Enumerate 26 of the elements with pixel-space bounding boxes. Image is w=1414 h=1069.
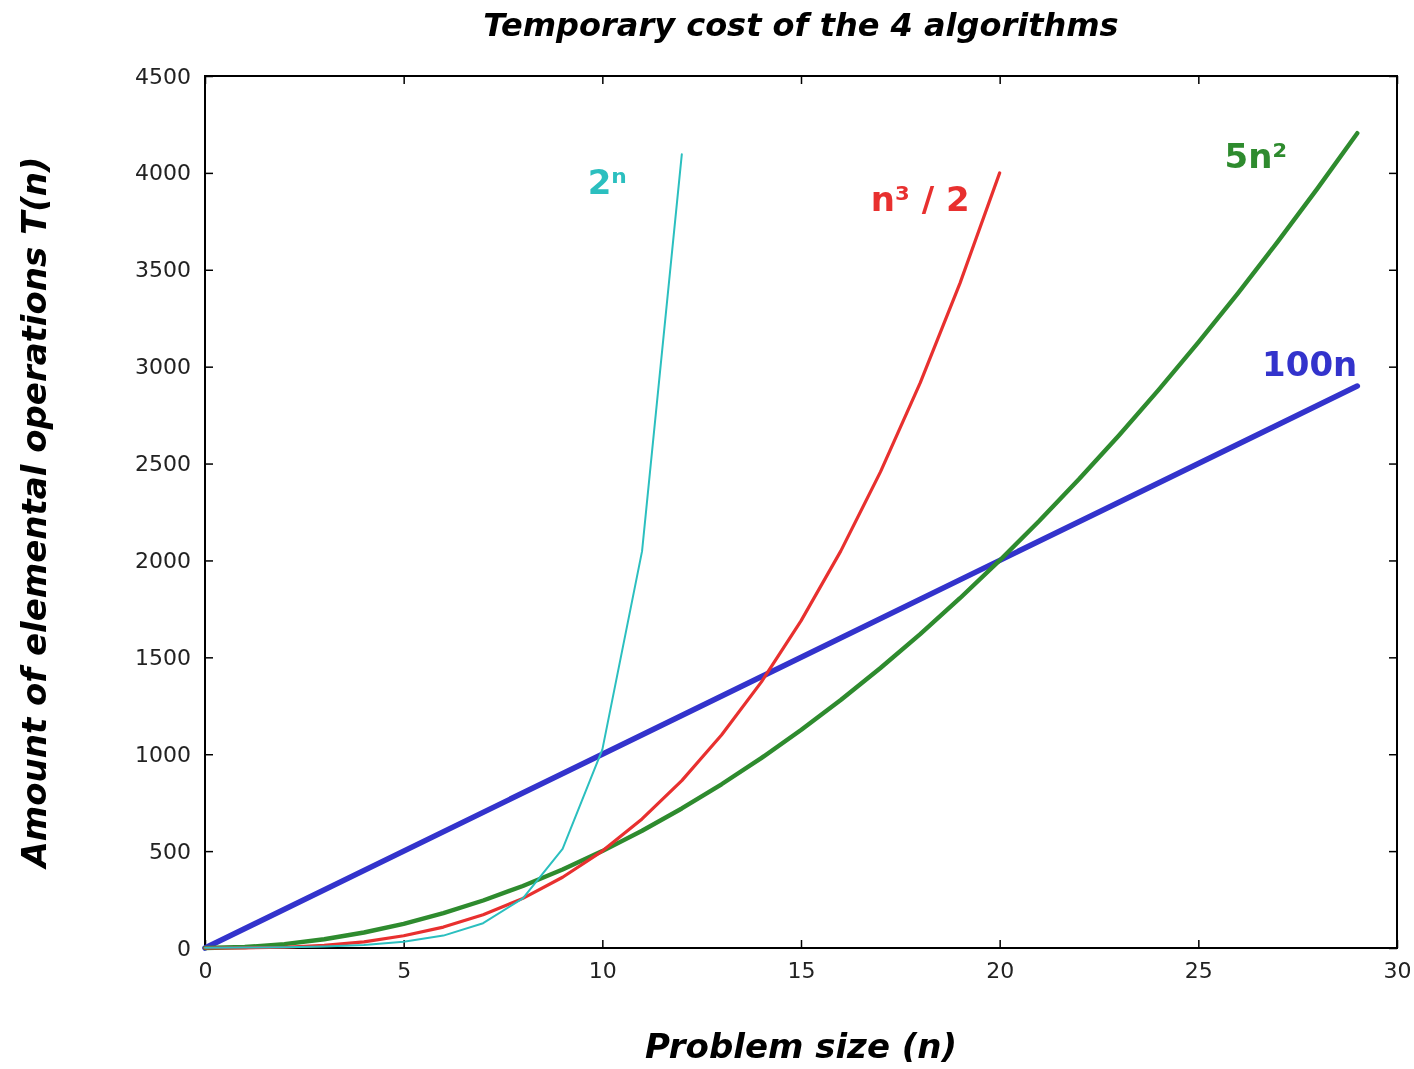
y-axis-title: Amount of elemental operations T(n) <box>14 156 54 871</box>
x-tick-label: 15 <box>787 957 816 983</box>
y-tick-label: 3000 <box>135 354 191 380</box>
series-label: 5n² <box>1224 136 1288 177</box>
y-tick-label: 1000 <box>135 741 191 767</box>
x-tick-label: 25 <box>1184 957 1213 983</box>
y-tick-label: 1500 <box>135 644 191 670</box>
x-tick-label: 20 <box>986 957 1015 983</box>
series-label: n³ / 2 <box>870 178 970 219</box>
x-tick-label: 30 <box>1383 957 1412 983</box>
y-tick-label: 2500 <box>135 451 191 477</box>
line-series <box>204 153 683 949</box>
y-tick-label: 0 <box>177 935 191 961</box>
x-tick-label: 0 <box>198 957 213 983</box>
x-axis-title: Problem size (n) <box>644 1026 958 1066</box>
y-tick-label: 2000 <box>135 547 191 573</box>
y-tick-label: 4500 <box>135 63 191 89</box>
series-label: 100n <box>1262 344 1358 385</box>
x-tick-label: 5 <box>397 957 412 983</box>
x-tick-label: 10 <box>588 957 617 983</box>
y-tick-label: 4000 <box>135 160 191 186</box>
series-label: 2ⁿ <box>587 162 627 203</box>
y-tick-label: 500 <box>149 838 191 864</box>
chart-title: Temporary cost of the 4 algorithms <box>483 6 1119 44</box>
y-tick-label: 3500 <box>135 257 191 283</box>
line-series <box>202 130 1360 951</box>
